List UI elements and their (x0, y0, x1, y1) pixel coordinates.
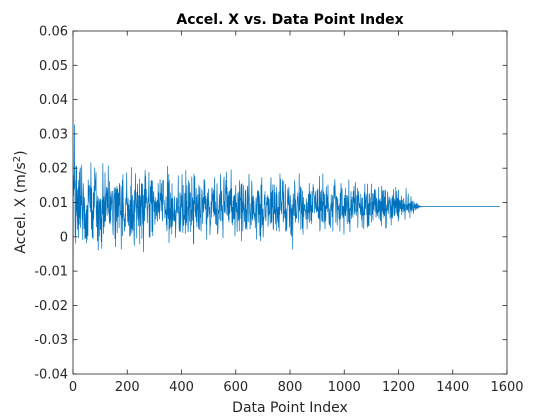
x-tick-label-3: 600 (223, 380, 248, 395)
y-tick-label-9: 0.05 (39, 59, 68, 74)
y-tick-label-5: 0.01 (39, 196, 68, 211)
x-axis-label: Data Point Index (232, 400, 348, 416)
ticks-layer: 0 200 400 600 800 1000 1200 1400 1600 -0.04 -0.03 -… (34, 25, 523, 396)
y-tick-label-1: -0.03 (34, 333, 68, 348)
x-tick-label-5: 1000 (328, 380, 361, 395)
x-tick-label-7: 1400 (436, 380, 469, 395)
chart-title: Accel. X vs. Data Point Index (176, 12, 403, 28)
x-tick-label-8: 1600 (490, 380, 523, 395)
y-tick-label-6: 0.02 (39, 162, 68, 177)
y-axis-label: Accel. X (m/s2) (12, 150, 29, 253)
y-tick-label-0: -0.04 (34, 368, 68, 383)
y-tick-label-3: -0.01 (34, 265, 68, 280)
y-tick-label-10: 0.06 (39, 25, 68, 40)
x-tick-label-6: 1200 (382, 380, 415, 395)
series-line-0 (72, 124, 500, 344)
y-axis-label-superscript: 2 (12, 156, 23, 162)
y-tick-label-2: -0.02 (34, 299, 68, 314)
x-tick-label-2: 400 (169, 380, 194, 395)
x-tick-label-0: 0 (69, 380, 77, 395)
y-axis-label-end: ) (13, 150, 29, 155)
x-tick-label-4: 800 (278, 380, 303, 395)
y-axis-label-main: Accel. X (m/s (13, 162, 29, 253)
y-tick-label-4: 0 (60, 230, 68, 245)
series-layer (72, 124, 500, 344)
y-tick-label-7: 0.03 (39, 127, 68, 142)
x-tick-label-1: 200 (115, 380, 140, 395)
y-tick-label-8: 0.04 (39, 93, 68, 108)
